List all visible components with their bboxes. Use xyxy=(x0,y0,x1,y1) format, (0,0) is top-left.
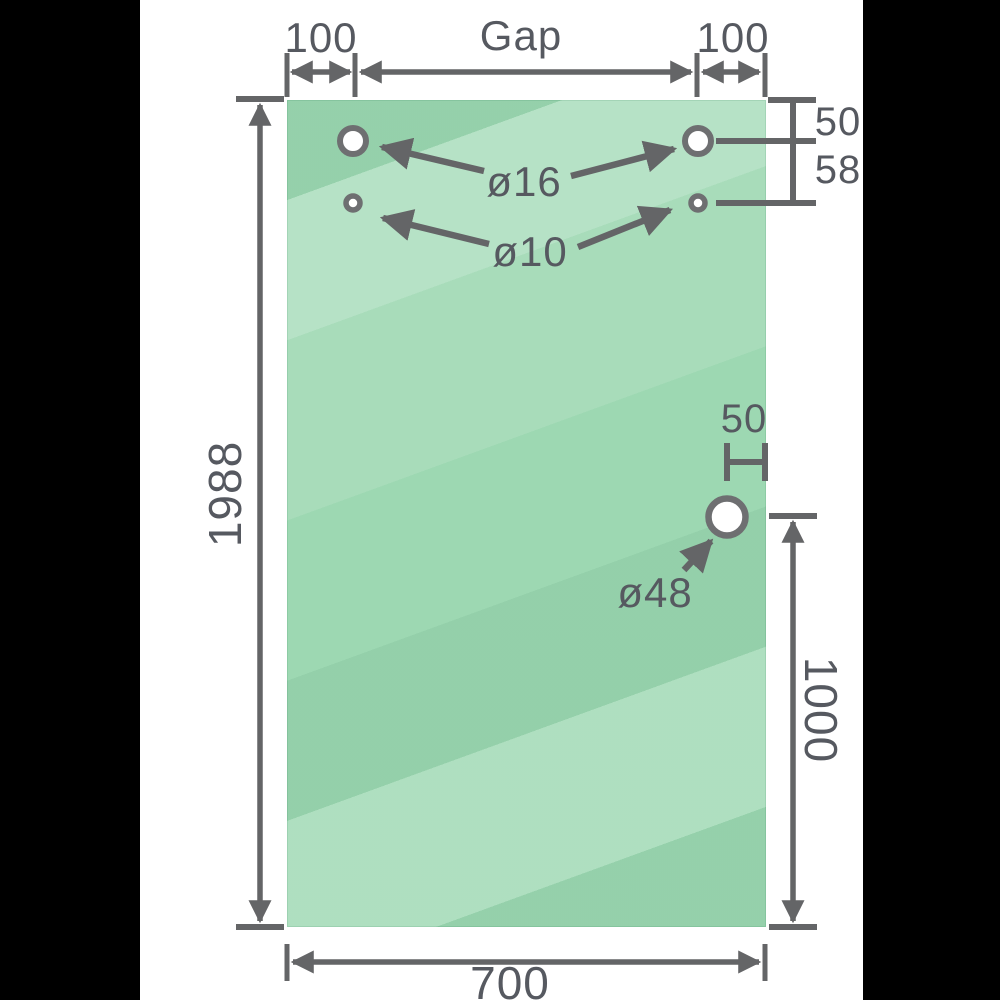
dim-label-1988: 1988 xyxy=(199,440,251,548)
dim-label-100-right: 100 xyxy=(696,14,770,61)
dim-label-50-top: 50 xyxy=(814,100,862,144)
dim-label-1000: 1000 xyxy=(795,656,847,764)
hole-label-o16: ø16 xyxy=(486,158,562,205)
dim-label-58: 58 xyxy=(814,148,862,192)
dim-label-gap: Gap xyxy=(479,12,563,59)
hole-label-o10: ø10 xyxy=(492,228,568,275)
top-dimension-lines xyxy=(284,53,768,97)
pillarbox-right xyxy=(863,0,1000,1000)
dim-label-100-left: 100 xyxy=(284,14,358,61)
dim-label-700: 700 xyxy=(470,957,550,1000)
glass-panel xyxy=(287,100,766,927)
hole-label-o48: ø48 xyxy=(617,569,693,616)
dim-label-50-handle: 50 xyxy=(720,397,768,441)
pillarbox-left xyxy=(0,0,140,1000)
